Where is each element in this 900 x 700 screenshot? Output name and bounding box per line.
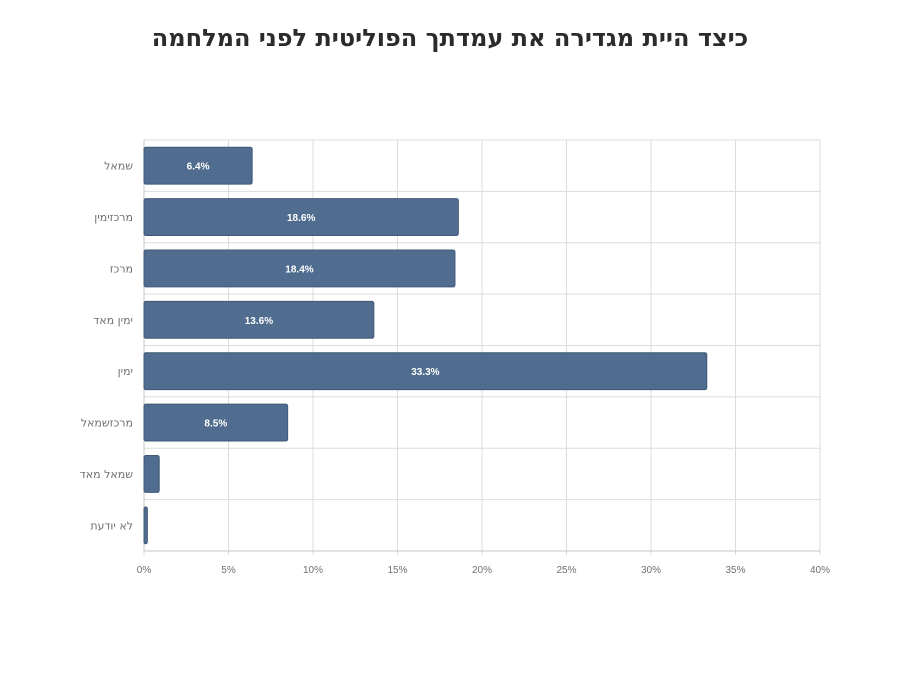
data-label: 33.3% [411,367,439,378]
bar [143,506,148,545]
category-label: מרכזשמאל [81,417,133,430]
data-label: 18.4% [285,264,313,275]
category-label: שמאל [104,160,133,173]
category-label: מרכז [110,262,133,275]
bars [143,146,708,545]
category-label: מרכזימין [94,211,133,224]
data-label: 6.4% [187,162,210,173]
bar [143,352,708,391]
category-label: שמאל מאד [80,468,133,481]
x-tick-label: 10% [303,565,323,576]
data-label: 8.5% [204,419,227,430]
data-label: 18.6% [287,213,315,224]
bar [143,403,289,442]
data-label: 13.6% [245,316,273,327]
x-tick-label: 30% [641,565,661,576]
data-labels: 6.4% 18.6% 18.4% 13.6% 33.3% 8.5% [187,162,440,430]
category-label: ימין [118,365,133,378]
bar [143,198,459,237]
chart-title: כיצד היית מגדירה את עמדתך הפוליטית לפני … [151,24,749,52]
bar [143,249,456,288]
x-tick-labels: 0% 5% 10% 15% 20% 25% 30% 35% 40% [137,565,830,576]
category-label: לא יודעת [90,519,133,532]
x-tick-label: 20% [472,565,492,576]
bar [143,300,375,339]
x-tick-label: 0% [137,565,152,576]
bar [143,146,253,185]
category-label: ימין מאד [93,314,133,327]
x-tick-label: 5% [221,565,236,576]
x-tick-label: 35% [725,565,745,576]
category-labels: שמאל מרכזימין מרכז ימין מאד ימין מרכזשמאל שמאל… [80,160,133,533]
x-tick-label: 40% [810,565,830,576]
x-tick-label: 15% [387,565,407,576]
bar [143,454,160,493]
x-tick-label: 25% [556,565,576,576]
